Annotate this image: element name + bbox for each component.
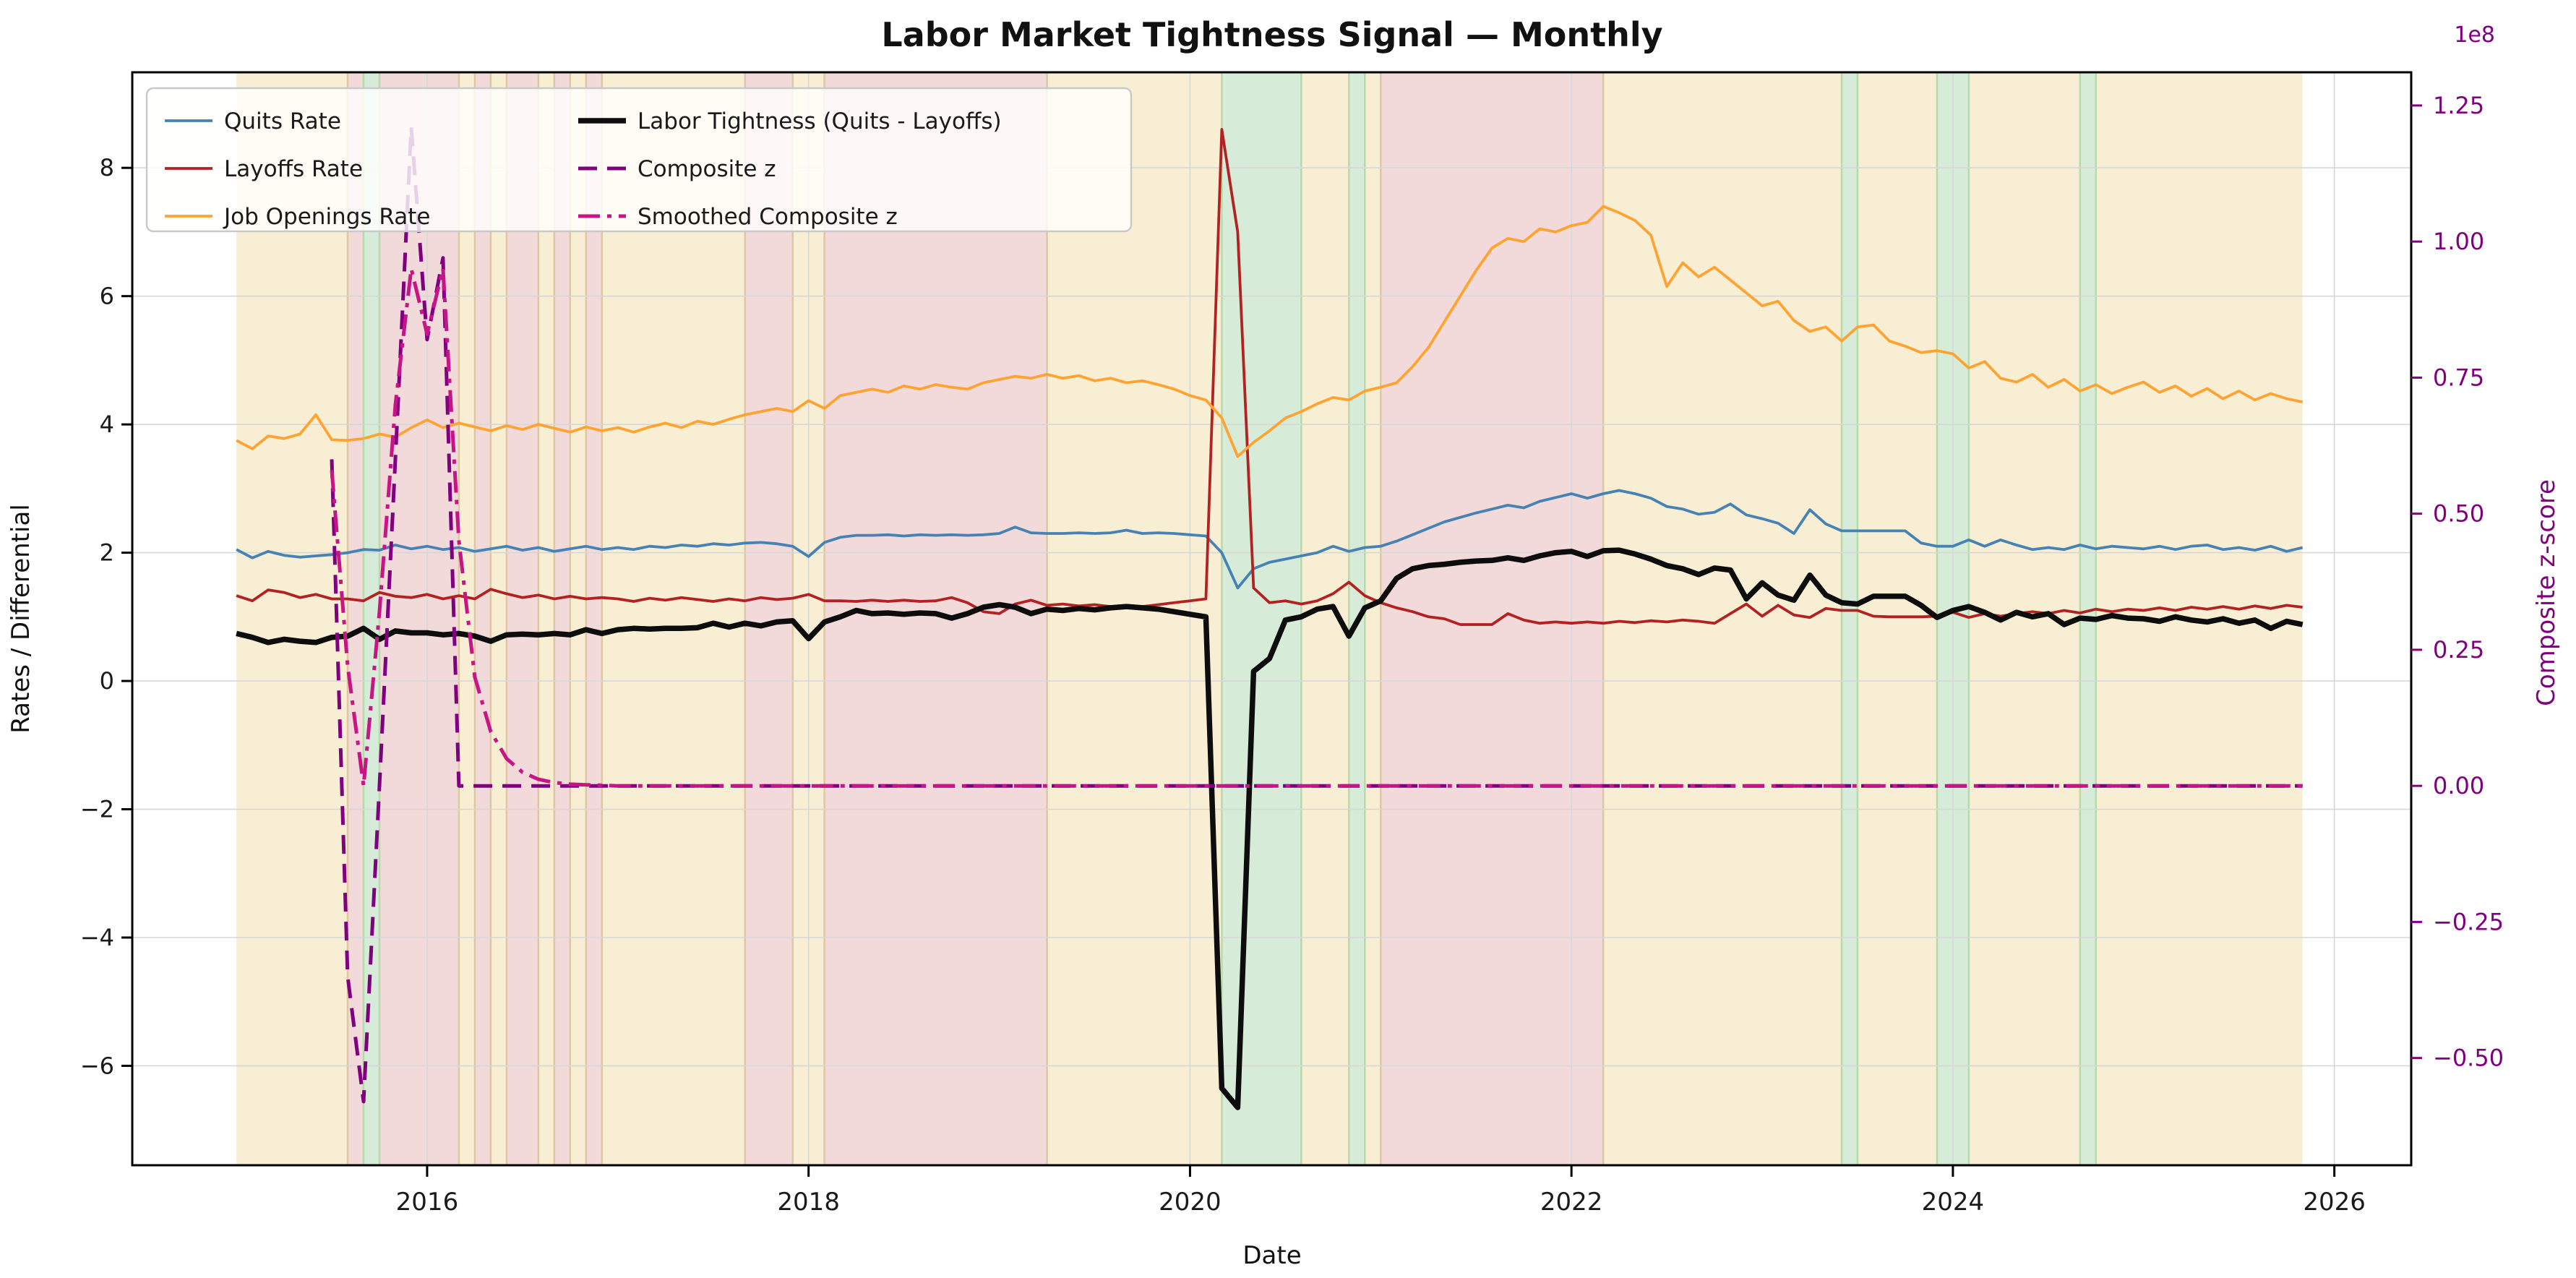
x-tick-label: 2016 [396, 1188, 459, 1217]
left-tick-label: 0 [100, 667, 114, 695]
regime-band [347, 72, 364, 1165]
regime-band [570, 72, 586, 1165]
left-tick-label: −4 [80, 924, 114, 951]
regime-band [1047, 72, 1222, 1165]
legend-box [145, 87, 1133, 233]
legend-label-composite_z: Composite z [637, 156, 776, 182]
right-axis-label: Composite z-score [2532, 479, 2561, 706]
legend-label-openings: Job Openings Rate [223, 204, 430, 230]
regime-band [506, 72, 538, 1165]
regime-band [1857, 72, 1937, 1165]
left-tick-label: 2 [100, 539, 114, 567]
chart-title: Labor Market Tightness Signal — Monthly [881, 15, 1662, 54]
regime-band [554, 72, 570, 1165]
left-tick-label: −6 [80, 1052, 114, 1079]
legend: Quits Rate Layoffs Rate Job Openings Rate L… [145, 87, 1133, 233]
series-smoothed_z-line [330, 267, 2303, 788]
regime-band [363, 72, 379, 1165]
series-openings-line [236, 205, 2304, 458]
x-tick-label: 2018 [777, 1188, 840, 1217]
left-tick-label: −2 [80, 796, 114, 823]
left-tick-label: 4 [100, 411, 114, 438]
regime-band [538, 72, 554, 1165]
regime-band [379, 72, 459, 1165]
regime-band [1968, 72, 2080, 1165]
regime-band [490, 72, 507, 1165]
right-tick-label: 0.50 [2433, 500, 2484, 528]
regime-band [236, 72, 348, 1165]
regime-band [1381, 72, 1604, 1165]
right-tick-label: −0.50 [2433, 1045, 2504, 1072]
left-tick-label: 6 [100, 283, 114, 310]
band-seams [346, 72, 2098, 1165]
legend-label-quits: Quits Rate [224, 108, 341, 134]
x-axis-label: Date [1242, 1241, 1301, 1270]
left-axis-label: Rates / Differential [7, 504, 35, 733]
regime-band [458, 72, 475, 1165]
x-tick-label: 2020 [1159, 1188, 1222, 1217]
legend-label-tightness: Labor Tightness (Quits - Layoffs) [637, 108, 1002, 134]
x-tick-label: 2026 [2303, 1188, 2366, 1217]
left-tick-label: 8 [100, 154, 114, 181]
regime-band [474, 72, 491, 1165]
right-tick-label: 0.75 [2433, 364, 2484, 391]
series-layoffs-line [236, 128, 2303, 626]
regime-band [1841, 72, 1858, 1165]
series-quits-line [236, 489, 2304, 590]
right-tick-label: 1.25 [2433, 92, 2484, 119]
series-lines [236, 125, 2304, 1110]
plot-border [131, 71, 2413, 1167]
right-tick-label: 1.00 [2433, 228, 2484, 255]
x-tick-label: 2022 [1540, 1188, 1603, 1217]
x-tick-label: 2024 [1922, 1188, 1985, 1217]
regime-band [824, 72, 1047, 1165]
right-tick-label: 0.00 [2433, 772, 2484, 799]
legend-label-layoffs: Layoffs Rate [224, 156, 363, 182]
right-tick-label: 0.25 [2433, 636, 2484, 664]
legend-label-smoothed_z: Smoothed Composite z [637, 204, 898, 230]
regime-band [601, 72, 745, 1165]
right-tick-label: −0.25 [2433, 908, 2504, 935]
series-tightness-line [236, 547, 2304, 1110]
regime-band [1365, 72, 1381, 1165]
right-axis-offset-label: 1e8 [2454, 22, 2495, 48]
regime-band [585, 72, 602, 1165]
axis-ticks: 8 6 4 2 0 −2 −4 −6 1.25 1.00 0.75 0.50 0.25 0.00 −0.25… [80, 92, 2504, 1217]
